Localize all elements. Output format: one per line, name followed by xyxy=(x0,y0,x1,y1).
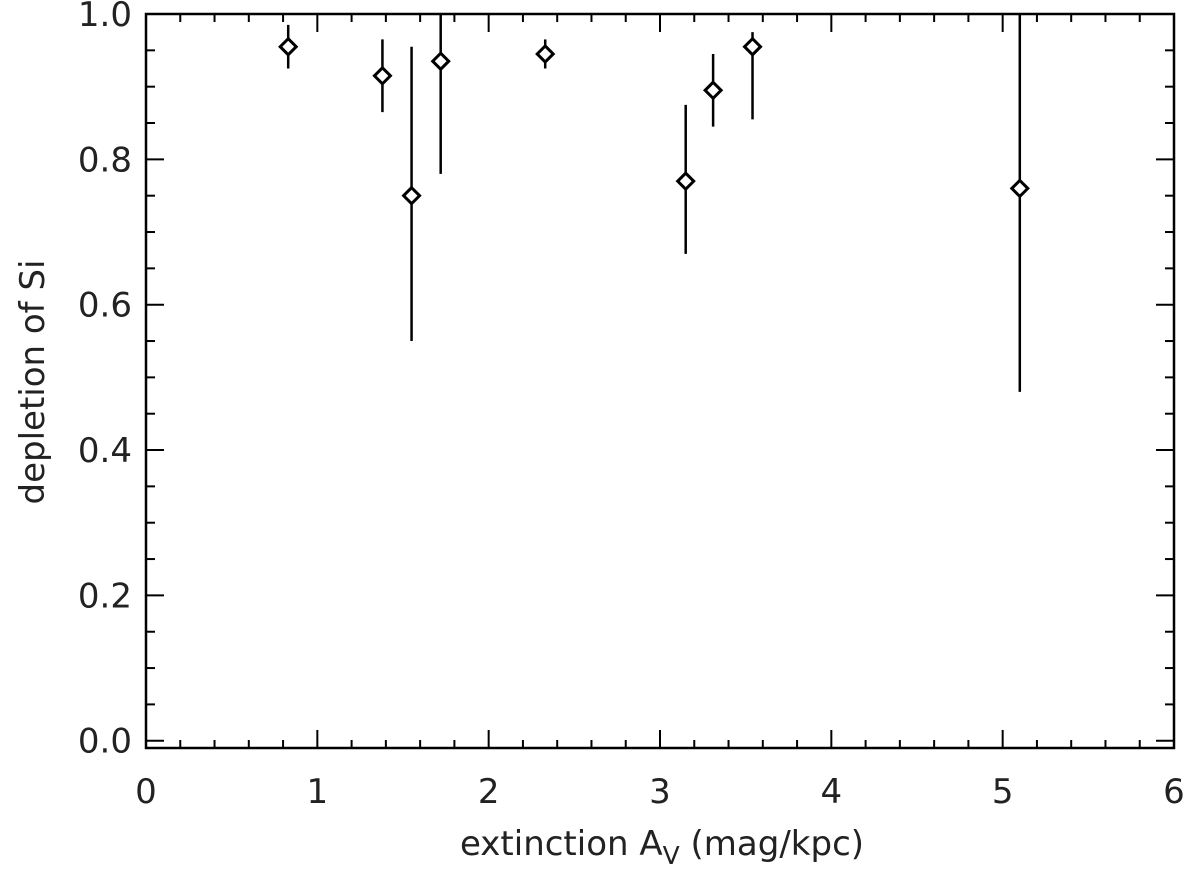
data-point xyxy=(675,104,696,254)
x-tick-label: 6 xyxy=(1163,772,1185,812)
diamond-marker xyxy=(535,43,556,65)
y-tick-label: 0.0 xyxy=(78,722,132,762)
diamond-marker xyxy=(702,80,724,101)
data-point xyxy=(278,24,299,69)
data-point xyxy=(372,39,393,113)
data-point xyxy=(742,32,763,120)
y-axis-title: depletion of Si xyxy=(13,260,53,505)
data-point xyxy=(535,39,556,69)
x-tick-label: 3 xyxy=(649,772,671,812)
x-axis-title-main: extinction A xyxy=(460,824,663,864)
y-tick-label: 0.8 xyxy=(78,140,132,180)
x-axis-title: extinction AV (mag/kpc) xyxy=(460,824,864,870)
y-tick-label: 0.4 xyxy=(78,431,132,471)
data-point xyxy=(702,53,724,127)
diamond-marker xyxy=(675,171,696,192)
x-axis-title-subscript: V xyxy=(663,841,680,870)
diamond-marker xyxy=(278,36,299,57)
diamond-marker xyxy=(401,185,422,206)
y-tick-label: 0.6 xyxy=(78,286,132,326)
x-axis-title-suffix: (mag/kpc) xyxy=(680,824,864,864)
diamond-marker xyxy=(742,36,763,57)
diamond-marker xyxy=(430,51,451,72)
data-point xyxy=(1009,14,1030,392)
data-points xyxy=(278,14,1030,392)
y-tick-label: 0.2 xyxy=(78,576,132,616)
data-point xyxy=(401,46,422,342)
data-point xyxy=(430,14,451,174)
y-tick-label: 1.0 xyxy=(78,0,132,35)
x-tick-label: 1 xyxy=(307,772,329,812)
diamond-marker xyxy=(1009,178,1030,199)
x-tick-label: 0 xyxy=(135,772,157,812)
x-tick-label: 4 xyxy=(821,772,843,812)
ticks: 0 1 2 3 4 5 6 0.0 0.2 0.4 0.6 0.8 1.0 xyxy=(78,0,1185,812)
x-tick-label: 2 xyxy=(478,772,500,812)
diamond-marker xyxy=(372,65,393,86)
x-tick-label: 5 xyxy=(992,772,1014,812)
